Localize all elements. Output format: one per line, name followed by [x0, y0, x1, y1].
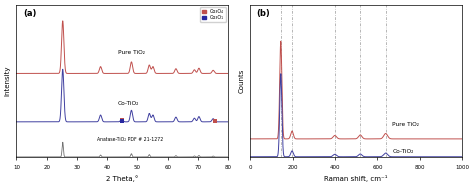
Text: Pure TiO₂: Pure TiO₂: [118, 50, 145, 55]
Text: Pure TiO₂: Pure TiO₂: [392, 122, 419, 127]
Text: Anatase-TiO₂ PDF # 21-1272: Anatase-TiO₂ PDF # 21-1272: [97, 137, 163, 142]
Y-axis label: Intensity: Intensity: [5, 66, 11, 96]
Y-axis label: Counts: Counts: [239, 69, 245, 93]
Text: Co-TiO₂: Co-TiO₂: [118, 101, 139, 106]
Point: [118, 120, 126, 123]
Text: (a): (a): [23, 9, 36, 19]
Legend: Co₃O₄, Co₃O₁: Co₃O₄, Co₃O₁: [200, 7, 226, 22]
Text: (b): (b): [256, 9, 270, 19]
Point: [118, 118, 126, 121]
X-axis label: Raman shift, cm⁻¹: Raman shift, cm⁻¹: [325, 175, 388, 182]
Point: [211, 119, 219, 122]
X-axis label: 2 Theta,°: 2 Theta,°: [106, 175, 138, 182]
Text: Co-TiO₂: Co-TiO₂: [392, 149, 414, 154]
